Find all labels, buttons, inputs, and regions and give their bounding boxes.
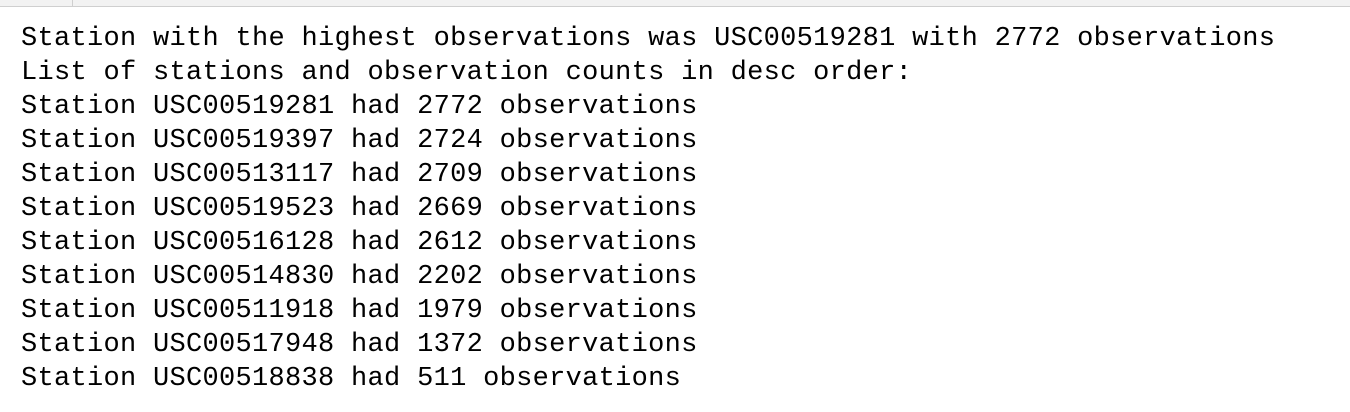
cell-prompt-divider bbox=[72, 0, 73, 7]
output-station-line: Station USC00519281 had 2772 observation… bbox=[21, 92, 698, 122]
output-list-header: List of stations and observation counts … bbox=[21, 58, 913, 88]
cell-top-border bbox=[0, 0, 1350, 7]
cell-output-area: Station with the highest observations wa… bbox=[21, 22, 1341, 406]
output-station-line: Station USC00514830 had 2202 observation… bbox=[21, 262, 698, 292]
output-station-line: Station USC00518838 had 511 observations bbox=[21, 364, 682, 394]
output-station-line: Station USC00513117 had 2709 observation… bbox=[21, 160, 698, 190]
output-station-line: Station USC00516128 had 2612 observation… bbox=[21, 228, 698, 258]
output-station-line: Station USC00519523 had 2669 observation… bbox=[21, 194, 698, 224]
output-station-line: Station USC00519397 had 2724 observation… bbox=[21, 126, 698, 156]
output-station-line: Station USC00517948 had 1372 observation… bbox=[21, 330, 698, 360]
output-summary-line: Station with the highest observations wa… bbox=[21, 24, 1276, 54]
output-station-line: Station USC00511918 had 1979 observation… bbox=[21, 296, 698, 326]
